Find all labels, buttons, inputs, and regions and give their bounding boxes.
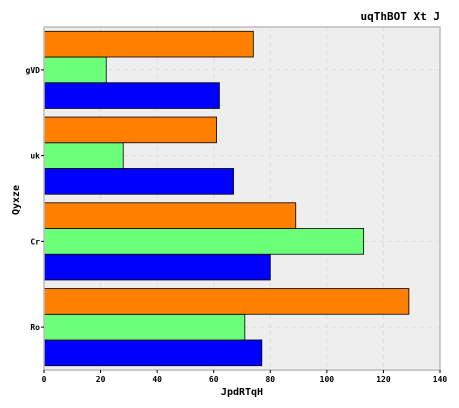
bar [43,30,254,58]
y-tick-label: uk [30,152,40,161]
y-tick-label: Cr [30,237,40,246]
x-axis-label: JpdRTqH [221,387,263,398]
x-tick-label: 60 [209,375,219,384]
y-tick-label: gVD [26,66,41,75]
x-tick-label: 80 [265,375,275,384]
x-tick-label: 40 [152,375,162,384]
x-tick-label: 20 [96,375,106,384]
bar [43,142,124,169]
bar [43,313,246,341]
bar [43,202,297,229]
plot-frame [43,26,441,371]
bar [43,116,217,144]
bar [43,168,234,195]
chart-title: uqThBOT Xt J [361,10,440,23]
y-axis-label: Qyxze [11,185,22,215]
bar [43,288,410,315]
y-tick-label: Ro [30,323,40,332]
bar [43,56,107,84]
bar [43,228,365,255]
x-tick-label: 140 [433,375,448,384]
bar [43,253,271,281]
x-tick-label: 120 [376,375,391,384]
bar [43,339,263,367]
x-axis-ticks: 0 20 40 60 80 100 120 140 [42,370,448,384]
bars [43,30,410,367]
bar [43,82,220,109]
x-tick-label: 0 [42,375,47,384]
x-tick-label: 100 [320,375,335,384]
y-axis-ticks: Ro Cr uk gVD [26,66,44,332]
